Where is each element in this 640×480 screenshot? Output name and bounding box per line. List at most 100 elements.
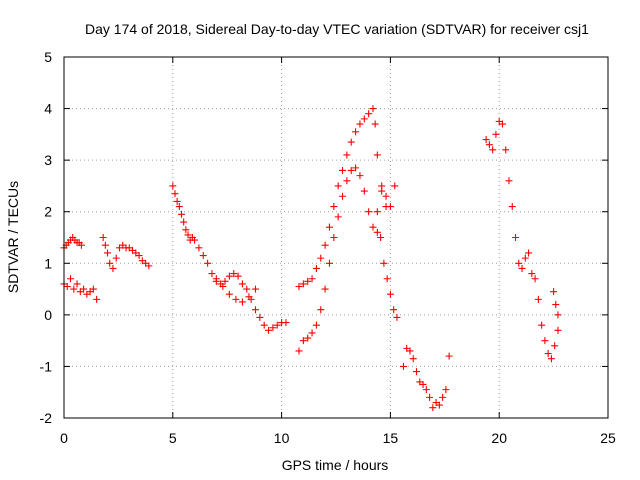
data-point bbox=[528, 270, 536, 278]
data-point bbox=[551, 342, 559, 350]
series-8 bbox=[373, 208, 401, 321]
data-point bbox=[371, 120, 379, 128]
data-point bbox=[273, 321, 281, 329]
y-tick-label: 3 bbox=[44, 152, 52, 168]
data-point bbox=[360, 187, 368, 195]
data-point bbox=[550, 288, 558, 296]
data-point bbox=[77, 241, 85, 249]
data-point bbox=[265, 326, 273, 334]
data-layer bbox=[60, 105, 562, 412]
data-point bbox=[73, 280, 81, 288]
data-point bbox=[182, 226, 190, 234]
data-point bbox=[304, 334, 312, 342]
data-point bbox=[544, 350, 552, 358]
data-point bbox=[104, 249, 112, 257]
series-4 bbox=[169, 182, 290, 334]
y-axis-label: SDTVAR / TECUs bbox=[5, 181, 21, 293]
data-point bbox=[171, 190, 179, 198]
data-point bbox=[521, 254, 529, 262]
data-point bbox=[299, 280, 307, 288]
data-point bbox=[498, 120, 506, 128]
data-point bbox=[343, 151, 351, 159]
x-axis-label: GPS time / hours bbox=[282, 457, 389, 473]
data-point bbox=[552, 301, 560, 309]
data-point bbox=[435, 401, 443, 409]
data-point bbox=[352, 128, 360, 136]
data-point bbox=[373, 228, 381, 236]
data-point bbox=[492, 130, 500, 138]
data-point bbox=[225, 290, 233, 298]
data-point bbox=[489, 146, 497, 154]
data-point bbox=[347, 138, 355, 146]
data-point bbox=[325, 259, 333, 267]
data-point bbox=[334, 182, 342, 190]
data-point bbox=[365, 110, 373, 118]
y-tick-label: -2 bbox=[40, 410, 53, 426]
data-point bbox=[308, 329, 316, 337]
data-point bbox=[429, 404, 437, 412]
data-point bbox=[386, 290, 394, 298]
y-tick-label: -1 bbox=[40, 358, 53, 374]
data-point bbox=[538, 321, 546, 329]
data-point bbox=[191, 236, 199, 244]
data-point bbox=[393, 313, 401, 321]
data-point bbox=[442, 386, 450, 394]
data-point bbox=[508, 203, 516, 211]
data-point bbox=[299, 337, 307, 345]
data-point bbox=[413, 368, 421, 376]
data-point bbox=[515, 259, 523, 267]
data-point bbox=[409, 355, 417, 363]
data-point bbox=[101, 241, 109, 249]
data-point bbox=[334, 213, 342, 221]
data-point bbox=[339, 192, 347, 200]
data-point bbox=[380, 259, 388, 267]
data-point bbox=[219, 282, 227, 290]
data-point bbox=[180, 218, 188, 226]
data-point bbox=[369, 223, 377, 231]
y-tick-label: 1 bbox=[44, 255, 52, 271]
series-6 bbox=[295, 105, 390, 290]
data-point bbox=[295, 347, 303, 355]
data-point bbox=[343, 177, 351, 185]
data-point bbox=[230, 270, 238, 278]
data-point bbox=[330, 234, 338, 241]
data-point bbox=[360, 115, 368, 123]
x-tick-label: 5 bbox=[169, 430, 177, 446]
x-tick-label: 15 bbox=[383, 430, 399, 446]
data-point bbox=[251, 306, 259, 314]
data-point bbox=[238, 298, 246, 306]
data-point bbox=[173, 197, 181, 205]
y-tick-label: 4 bbox=[44, 101, 52, 117]
data-point bbox=[505, 177, 513, 185]
chart-title: Day 174 of 2018, Sidereal Day-to-day VTE… bbox=[85, 21, 589, 37]
data-point bbox=[175, 203, 183, 211]
data-point bbox=[251, 285, 259, 293]
grid-layer bbox=[64, 57, 608, 418]
data-point bbox=[282, 319, 290, 327]
data-point bbox=[391, 182, 399, 190]
data-point bbox=[245, 293, 253, 301]
data-point bbox=[109, 264, 117, 272]
data-point bbox=[312, 264, 320, 272]
plot-frame bbox=[63, 56, 609, 419]
data-point bbox=[208, 270, 216, 278]
data-point bbox=[169, 182, 177, 190]
data-point bbox=[308, 275, 316, 283]
data-point bbox=[317, 306, 325, 314]
data-point bbox=[383, 275, 391, 283]
data-point bbox=[243, 285, 251, 293]
data-point bbox=[382, 192, 390, 200]
data-point bbox=[386, 203, 394, 211]
data-point bbox=[439, 393, 447, 401]
data-point bbox=[541, 337, 549, 345]
data-point bbox=[93, 295, 101, 303]
data-point bbox=[330, 203, 338, 211]
data-point bbox=[369, 105, 377, 113]
data-point bbox=[390, 306, 398, 314]
data-point bbox=[373, 208, 381, 216]
data-point bbox=[352, 164, 360, 172]
data-point bbox=[80, 285, 88, 293]
data-point bbox=[225, 272, 233, 280]
data-point bbox=[512, 234, 520, 241]
